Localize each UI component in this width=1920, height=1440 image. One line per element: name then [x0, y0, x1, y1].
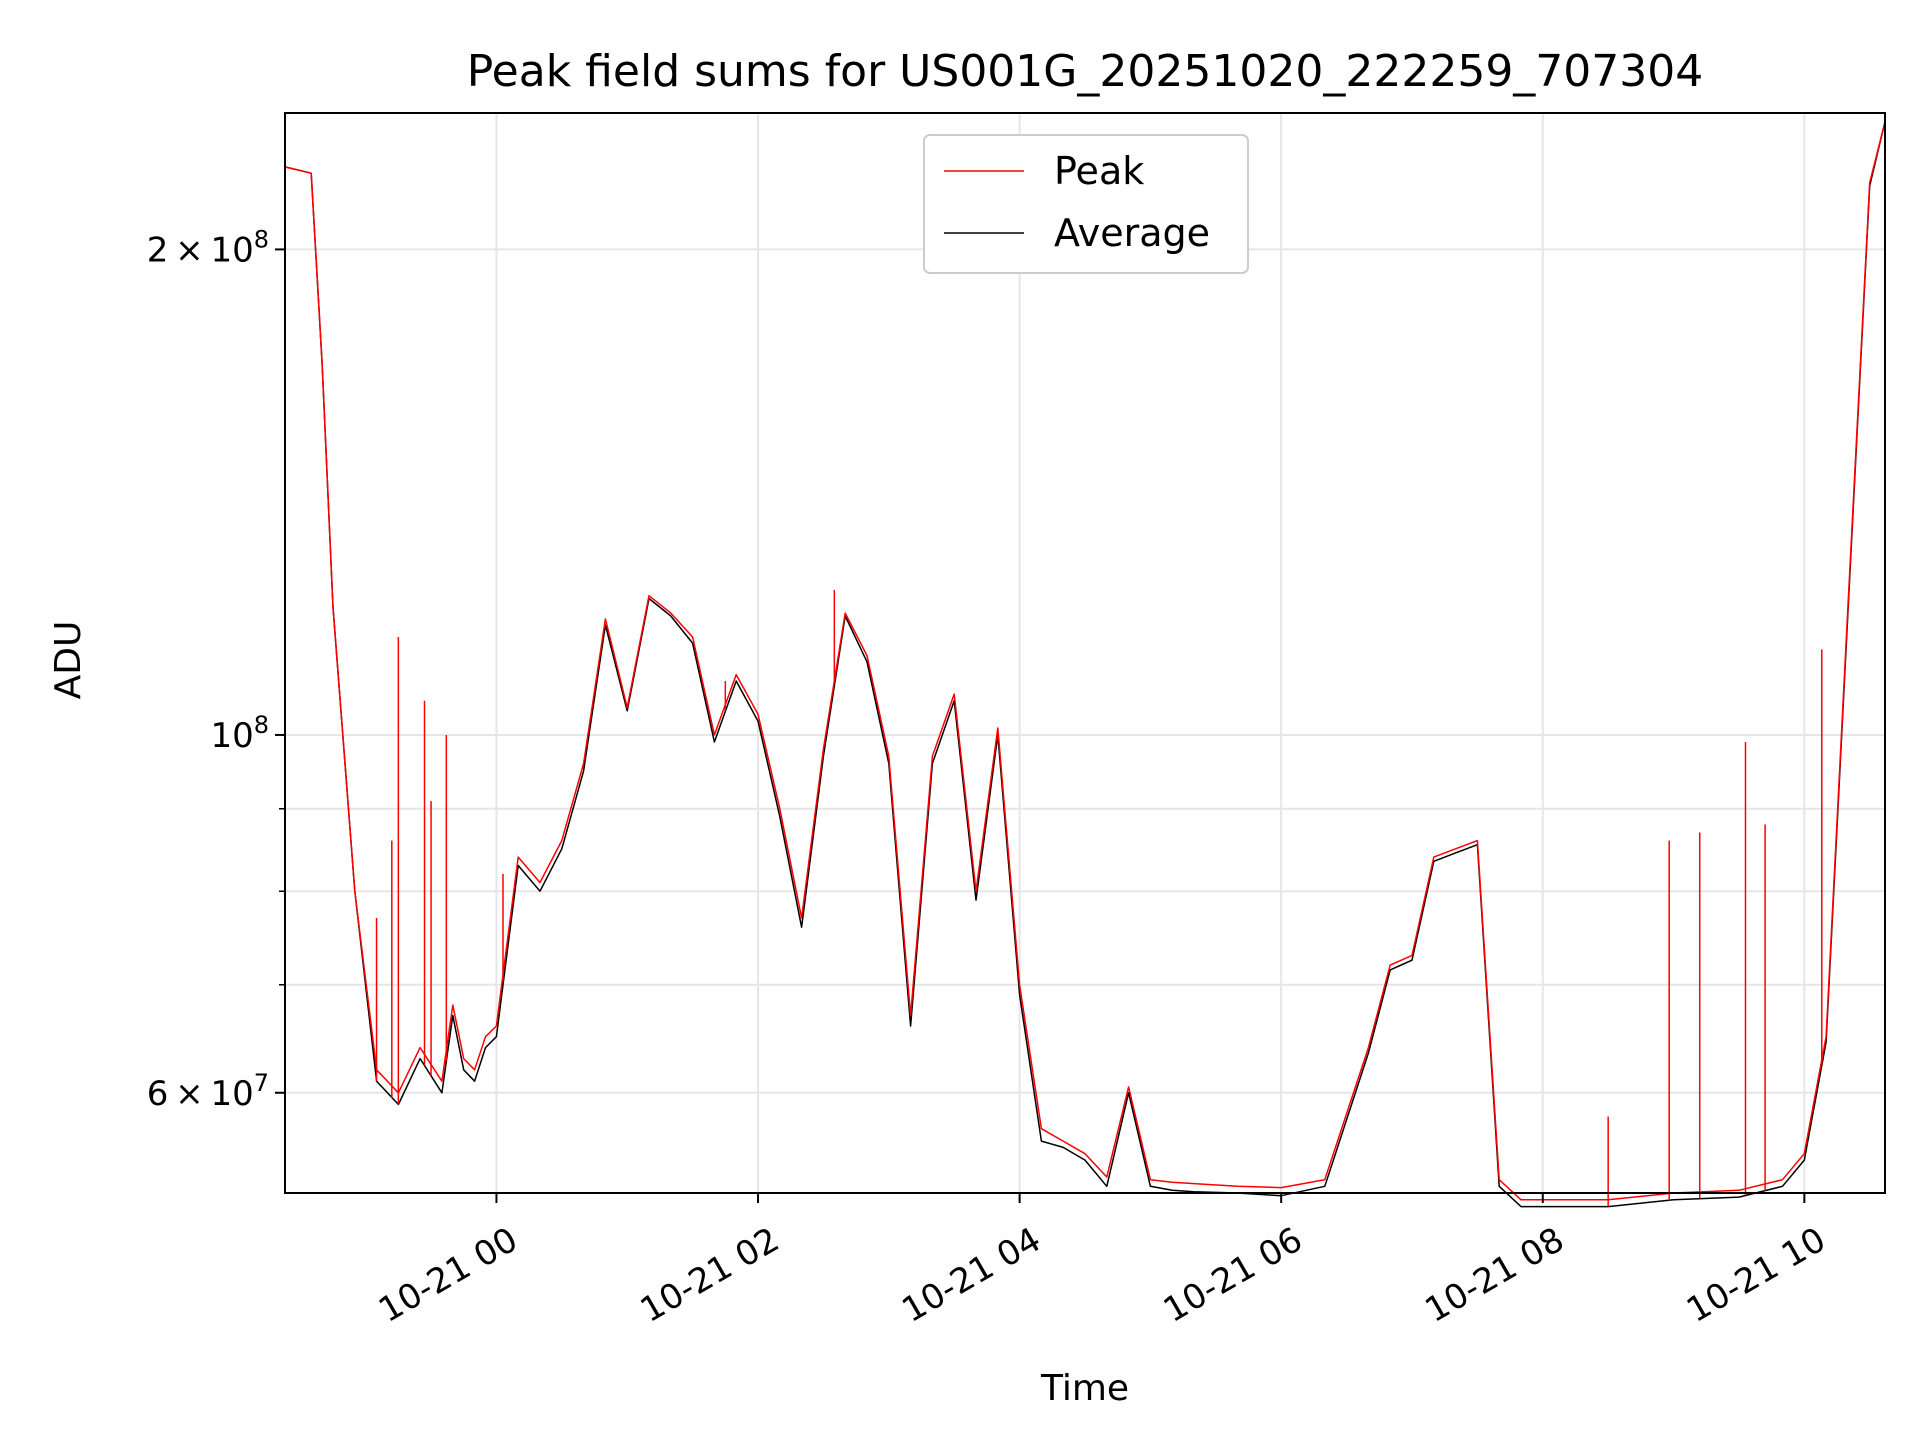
series-line-average [284, 121, 1886, 1208]
x-tick-label: 10-21 10 [1680, 1220, 1832, 1331]
legend: Peak Average [923, 134, 1249, 274]
y-tick-label: 108 [210, 711, 269, 756]
x-axis-label: Time [1040, 1368, 1129, 1409]
y-tick-label: 2 × 108 [147, 225, 269, 270]
x-axis: 10-21 00 10-21 02 10-21 04 10-21 06 10-21 08… [372, 1193, 1832, 1331]
series-line-peak [284, 121, 1886, 1201]
series-layer [284, 121, 1886, 1208]
x-tick-label: 10-21 02 [634, 1220, 786, 1331]
y-axis-label: ADU [48, 621, 89, 700]
legend-box [923, 134, 1249, 274]
plot-area [284, 112, 1886, 1194]
x-tick-label: 10-21 06 [1157, 1220, 1309, 1331]
legend-label-peak: Peak [1054, 149, 1144, 193]
grid-lines [285, 113, 1885, 1193]
y-axis: 6 × 107 108 2 × 108 [147, 225, 285, 1114]
legend-label-average: Average [1054, 211, 1210, 255]
x-tick-label: 10-21 08 [1418, 1220, 1570, 1331]
x-tick-label: 10-21 04 [895, 1220, 1047, 1331]
x-tick-label: 10-21 00 [372, 1220, 524, 1331]
y-tick-label: 6 × 107 [147, 1069, 269, 1114]
chart-title: Peak field sums for US001G_20251020_2222… [467, 46, 1704, 97]
